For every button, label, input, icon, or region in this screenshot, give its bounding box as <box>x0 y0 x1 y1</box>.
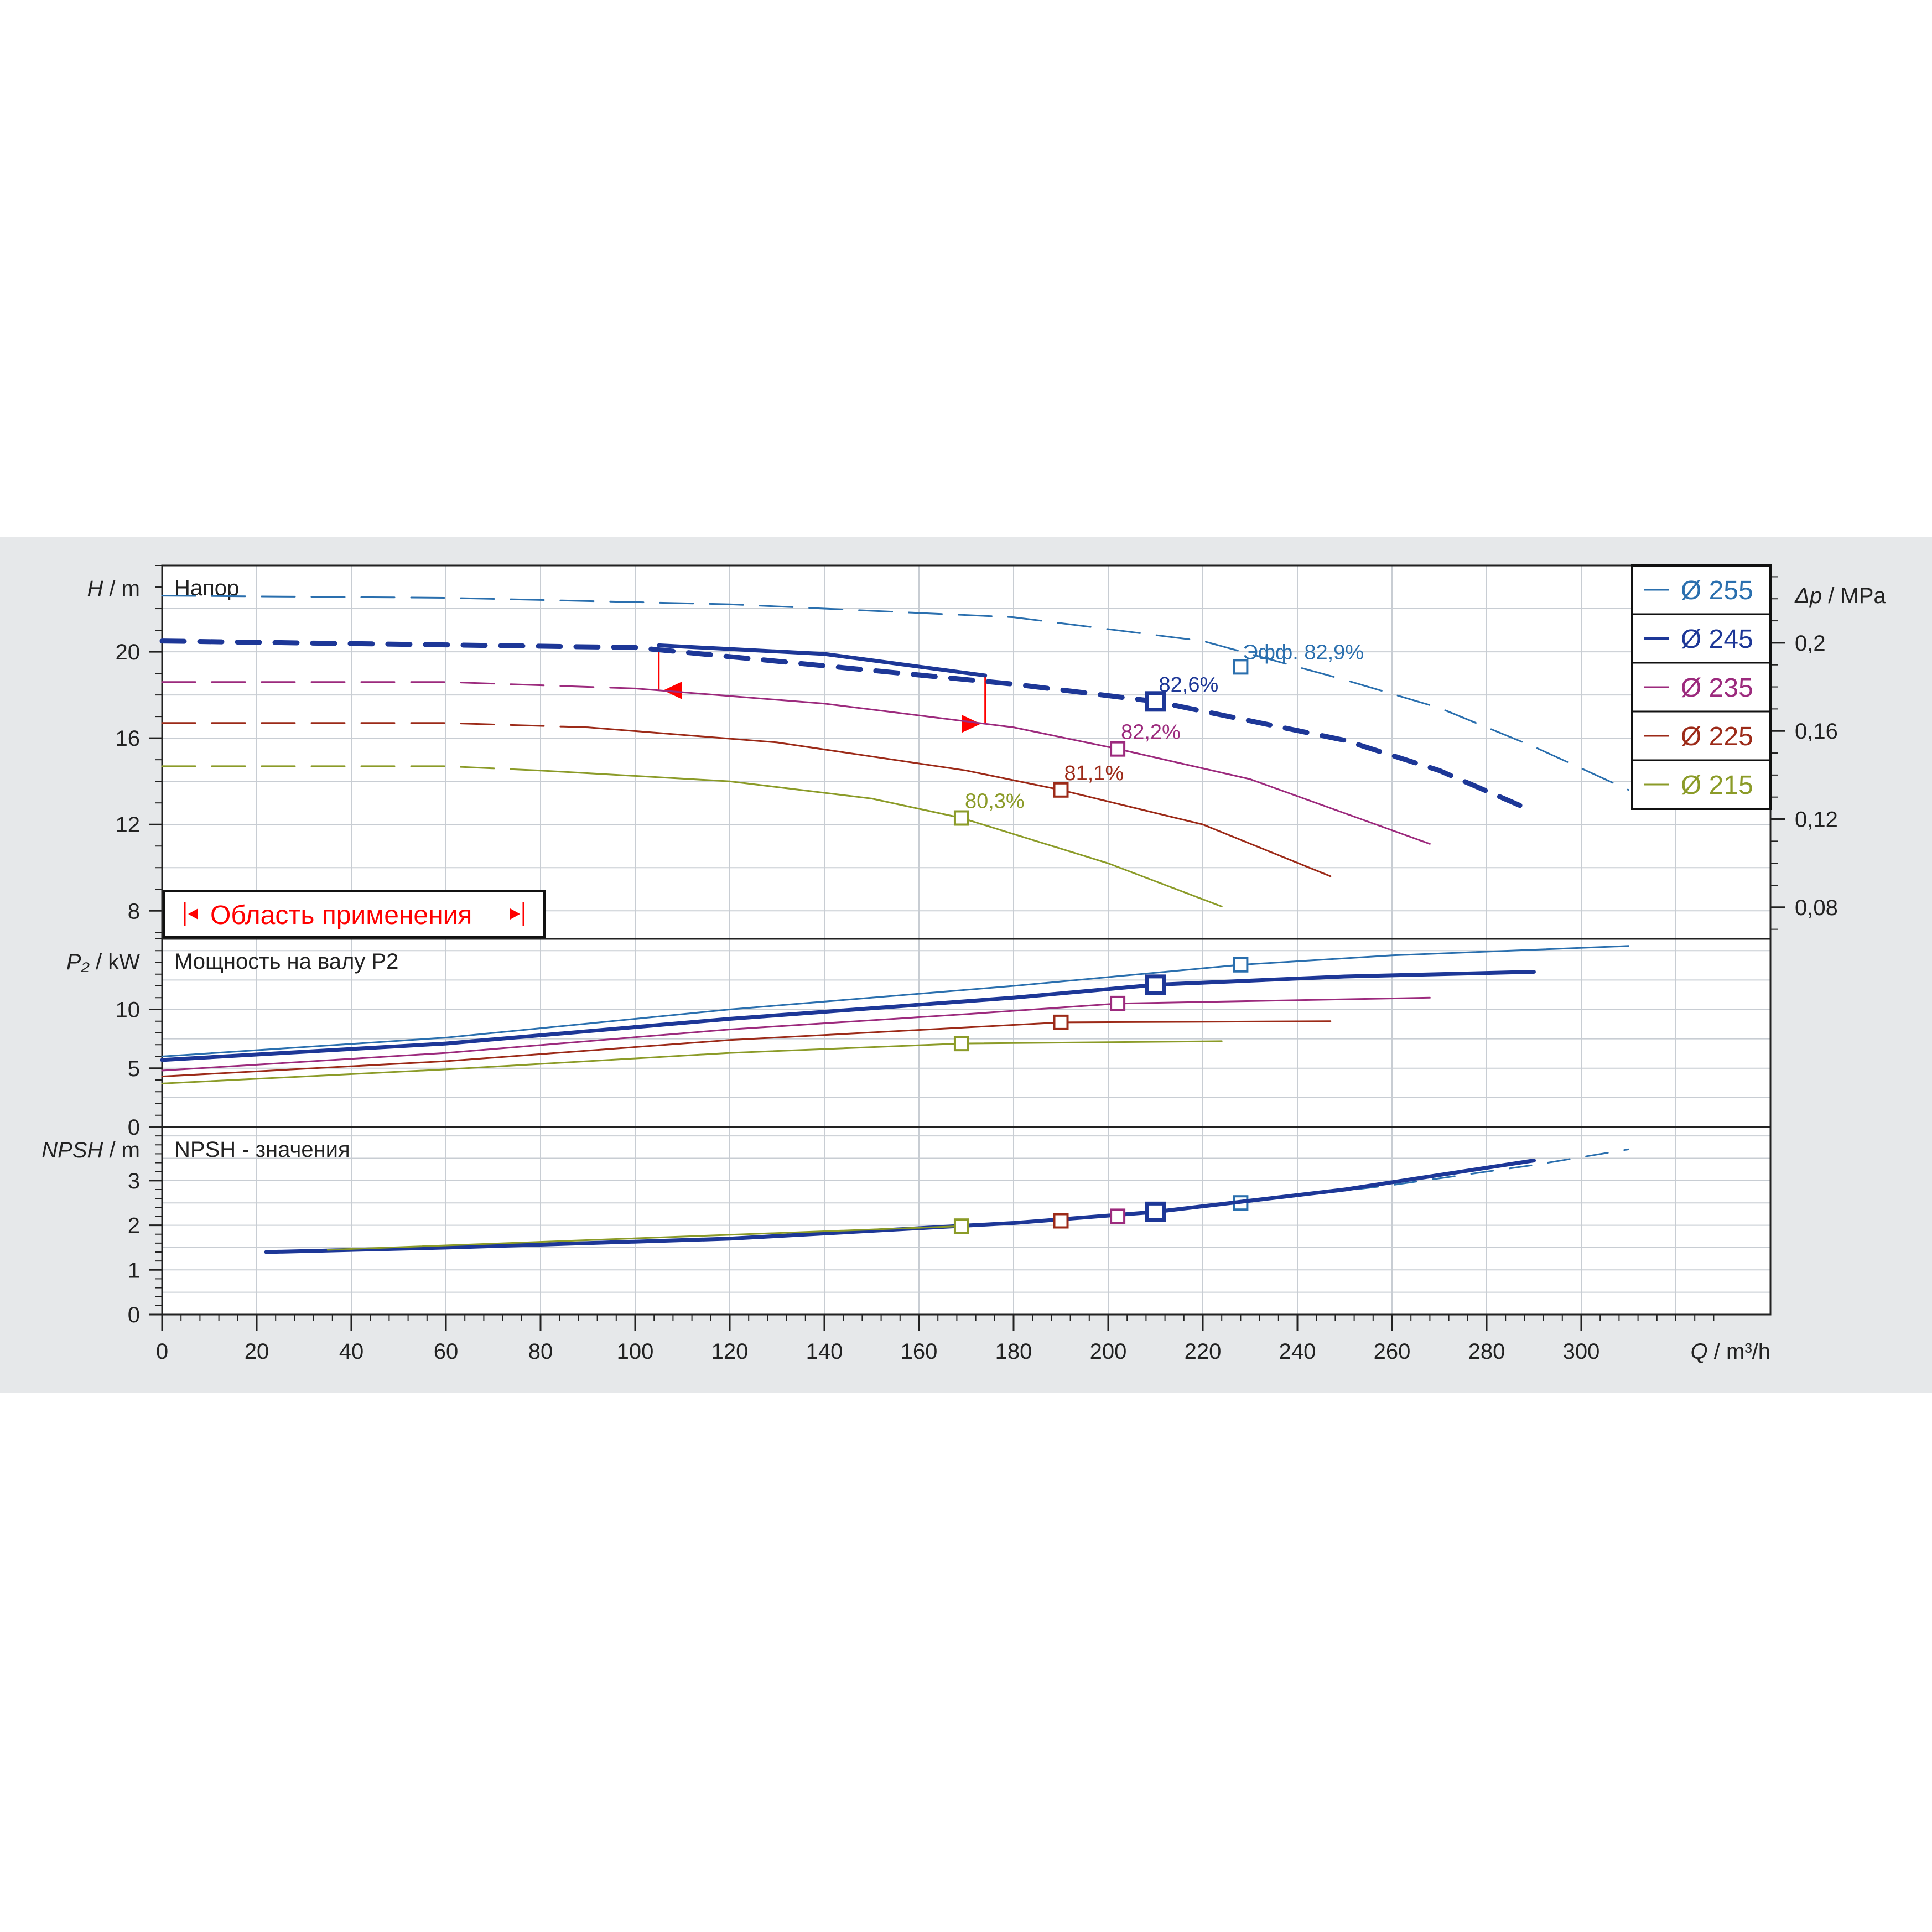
application-range-box-arrow <box>188 908 198 920</box>
power-bep-marker <box>1145 974 1166 995</box>
frame-group <box>161 564 1772 1316</box>
y-tick-label: 0 <box>128 1115 140 1140</box>
right-tick-label: 0,08 <box>1795 896 1838 920</box>
application-range-box <box>163 890 546 938</box>
legend: Ø 255 Ø 245 Ø 235 Ø 225 Ø 215 <box>1631 564 1772 810</box>
series-group <box>161 681 1431 1072</box>
y-tick-label: 16 <box>116 726 141 751</box>
x-tick-label: 100 <box>617 1339 654 1364</box>
head-curve <box>634 687 1431 845</box>
y-tick-label: 1 <box>128 1258 140 1282</box>
head-curve-dashed <box>161 595 1629 791</box>
power-curve <box>161 996 1431 1072</box>
efficiency-label: 81,1% <box>1064 762 1124 785</box>
head-bep-marker <box>1110 741 1126 757</box>
application-range-box-arrow <box>510 908 520 920</box>
npsh-curve <box>264 1159 1536 1254</box>
head-bep-marker <box>1145 691 1166 712</box>
legend-label: Ø 235 <box>1681 673 1753 703</box>
efficiency-label: 82,2% <box>1121 721 1181 744</box>
right-tick-label: 0,16 <box>1795 719 1838 744</box>
legend-label: Ø 225 <box>1681 722 1753 751</box>
series-group <box>161 765 1223 1251</box>
y-tick-label: 8 <box>128 899 140 923</box>
x-tick-label: 60 <box>434 1339 459 1364</box>
legend-label: Ø 255 <box>1681 576 1753 605</box>
plot-area <box>162 565 1770 1315</box>
series-group <box>161 595 1629 1204</box>
x-tick-label: 200 <box>1090 1339 1127 1364</box>
y-tick-label: 12 <box>116 813 141 837</box>
head-curve <box>587 726 1332 877</box>
power-curve <box>160 970 1536 1062</box>
head-curve <box>539 770 1223 907</box>
right-tick-label: 0,2 <box>1795 631 1826 656</box>
right-tick-label: 0,12 <box>1795 808 1838 832</box>
x-tick-label: 0 <box>156 1339 168 1364</box>
y-tick-label: 2 <box>128 1214 140 1238</box>
x-tick-label: 20 <box>245 1339 269 1364</box>
power-curve <box>161 945 1629 1057</box>
y-axis-label: P₂ / kW <box>66 950 140 974</box>
npsh-bep-marker <box>1145 1201 1166 1222</box>
y-axis-label: H / m <box>87 577 140 601</box>
x-tick-label: 160 <box>901 1339 938 1364</box>
power-bep-marker <box>1233 957 1249 973</box>
x-tick-label: 120 <box>711 1339 749 1364</box>
head-curve-dashed <box>161 722 589 729</box>
x-tick-label: 300 <box>1563 1339 1600 1364</box>
npsh-bep-marker <box>953 1218 969 1234</box>
plot-frame <box>161 564 1772 1316</box>
legend-label: Ø 215 <box>1681 771 1753 800</box>
head-curve-dashed <box>161 681 636 689</box>
head-bep-marker <box>1233 659 1249 675</box>
efficiency-label: Эфф. 82,9% <box>1243 641 1364 664</box>
head-curve <box>657 643 988 678</box>
x-tick-label: 40 <box>339 1339 364 1364</box>
power-bep-marker <box>1053 1014 1069 1030</box>
head-bep-marker <box>1053 782 1069 798</box>
power-curve <box>161 1020 1332 1078</box>
y-tick-label: 20 <box>116 640 141 664</box>
efficiency-label: 80,3% <box>965 790 1025 813</box>
panel-title: NPSH - значения <box>174 1138 350 1162</box>
x-tick-label: 220 <box>1185 1339 1222 1364</box>
x-tick-label: 140 <box>806 1339 843 1364</box>
application-range-label: Область применения <box>210 901 472 930</box>
x-tick-label: 180 <box>995 1339 1032 1364</box>
x-tick-label: 260 <box>1374 1339 1411 1364</box>
x-axis-label: Q / m³/h <box>1691 1339 1770 1364</box>
x-tick-label: 240 <box>1279 1339 1316 1364</box>
efficiency-label: 82,6% <box>1159 673 1219 697</box>
y-tick-label: 0 <box>128 1303 140 1327</box>
series-group <box>161 722 1332 1078</box>
right-axis-label: Δp / MPa <box>1794 584 1886 608</box>
application-range-arrow <box>663 681 682 699</box>
power-bep-marker <box>953 1036 969 1052</box>
x-tick-label: 280 <box>1468 1339 1505 1364</box>
y-axis-label: NPSH / m <box>41 1138 140 1162</box>
npsh-bep-marker <box>1053 1213 1069 1229</box>
legend-label: Ø 245 <box>1681 625 1753 654</box>
power-curve <box>161 1040 1223 1084</box>
power-bep-marker <box>1110 995 1126 1011</box>
y-tick-label: 10 <box>116 998 141 1022</box>
x-tick-label: 80 <box>528 1339 553 1364</box>
application-range-arrow <box>962 715 981 733</box>
y-tick-label: 3 <box>128 1169 140 1193</box>
npsh-curve <box>326 1225 963 1251</box>
y-tick-label: 5 <box>128 1057 140 1081</box>
panel-title: Мощность на валу P2 <box>174 949 398 974</box>
head-bep-marker <box>953 810 969 826</box>
npsh-bep-marker <box>1110 1208 1126 1224</box>
